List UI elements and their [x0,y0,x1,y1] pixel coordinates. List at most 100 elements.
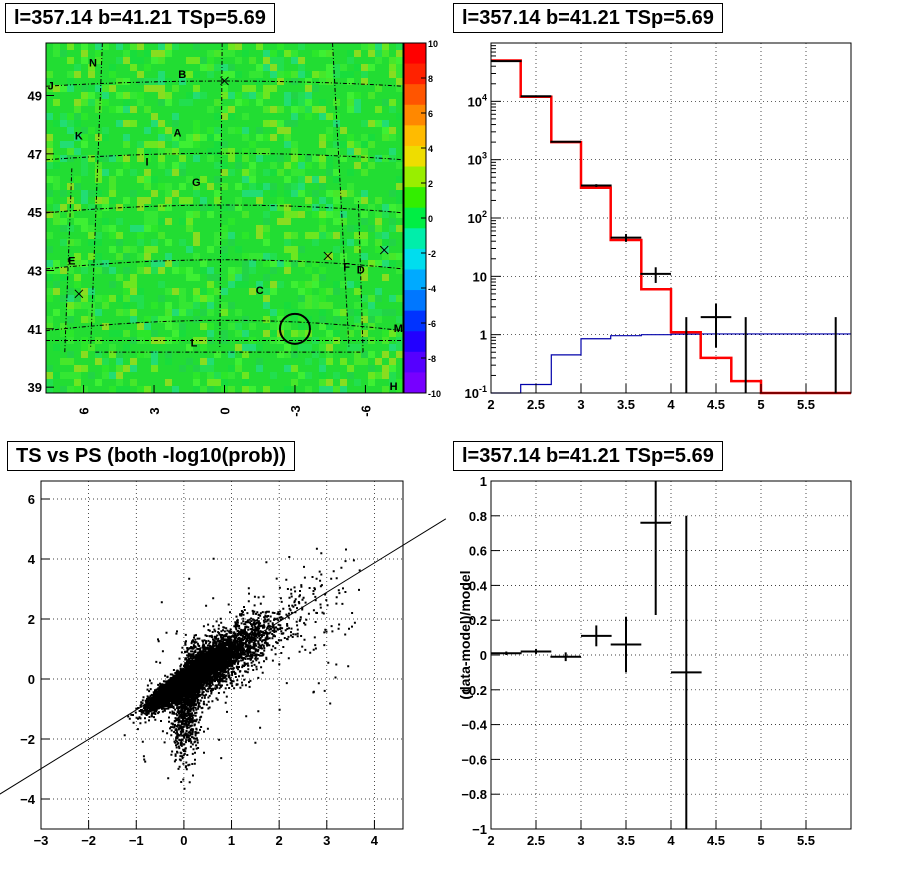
map-cell [137,92,144,99]
map-cell [186,197,193,204]
map-cell [193,274,200,281]
map-cell [389,309,396,316]
map-cell [312,50,319,57]
map-cell [74,239,81,246]
map-cell [284,183,291,190]
map-cell [291,379,298,386]
map-cell [375,43,382,50]
y-tick-label: 0.4 [469,578,488,593]
map-cell [95,358,102,365]
source-label: C [256,285,264,297]
map-cell [179,302,186,309]
map-cell [130,281,137,288]
map-cell [340,190,347,197]
map-cell [242,169,249,176]
map-cell [207,134,214,141]
map-cell [81,155,88,162]
map-cell [221,71,228,78]
map-cell [368,372,375,379]
map-cell [242,148,249,155]
map-cell [151,120,158,127]
map-cell [60,204,67,211]
map-cell [214,141,221,148]
map-cell [81,99,88,106]
map-cell [235,92,242,99]
map-cell [123,162,130,169]
target-circle [278,312,311,345]
map-cell [165,218,172,225]
map-cell [333,246,340,253]
map-cell [109,106,116,113]
map-cell [46,176,53,183]
map-cell [74,295,81,302]
map-cell [375,295,382,302]
map-cell [137,99,144,106]
map-cell [326,302,333,309]
map-cell [256,281,263,288]
map-cell [193,379,200,386]
map-cell [361,218,368,225]
map-cell [102,365,109,372]
map-cell [53,204,60,211]
map-cell [214,50,221,57]
map-cell [396,330,403,337]
map-cell [256,225,263,232]
x-tick-label: 3 [577,397,584,412]
map-cell [200,295,207,302]
source-label: D [357,264,365,276]
map-cell [270,330,277,337]
map-cell [354,281,361,288]
map-cell [333,190,340,197]
map-cell [67,148,74,155]
map-cell [179,197,186,204]
map-cell [88,232,95,239]
map-cell [270,309,277,316]
map-cell [354,316,361,323]
map-cell [46,197,53,204]
map-cell [382,253,389,260]
map-cell [277,309,284,316]
spectrum-title: l=357.14 b=41.21 TSp=5.69 [453,3,723,33]
map-cell [102,218,109,225]
map-cell [144,386,151,393]
map-cell [389,253,396,260]
map-cell [319,232,326,239]
map-cell [368,92,375,99]
map-cell [277,218,284,225]
map-cell [249,190,256,197]
map-cell [137,351,144,358]
map-cell [67,386,74,393]
map-cell [347,169,354,176]
map-cell [151,302,158,309]
map-cell [389,127,396,134]
y-tick-label: 104 [468,92,487,109]
map-cell [67,330,74,337]
map-cell [207,127,214,134]
x-tick-label: 5 [757,397,764,412]
map-cell [263,260,270,267]
map-cell [375,57,382,64]
map-cell [354,344,361,351]
x-tick-label: 3 [147,407,162,414]
map-cell [221,330,228,337]
map-cell [389,330,396,337]
map-cell [361,253,368,260]
map-cell [319,155,326,162]
map-cell [382,232,389,239]
map-cell [291,106,298,113]
map-cell [88,288,95,295]
map-cell [207,183,214,190]
map-cell [158,50,165,57]
map-cell [123,78,130,85]
map-cell [263,295,270,302]
map-cell [179,239,186,246]
map-cell [347,225,354,232]
map-cell [179,155,186,162]
map-cell [249,85,256,92]
map-cell [200,267,207,274]
source-label: M [394,323,403,335]
map-cell [214,64,221,71]
map-cell [137,155,144,162]
map-cell [137,78,144,85]
map-cell [207,50,214,57]
